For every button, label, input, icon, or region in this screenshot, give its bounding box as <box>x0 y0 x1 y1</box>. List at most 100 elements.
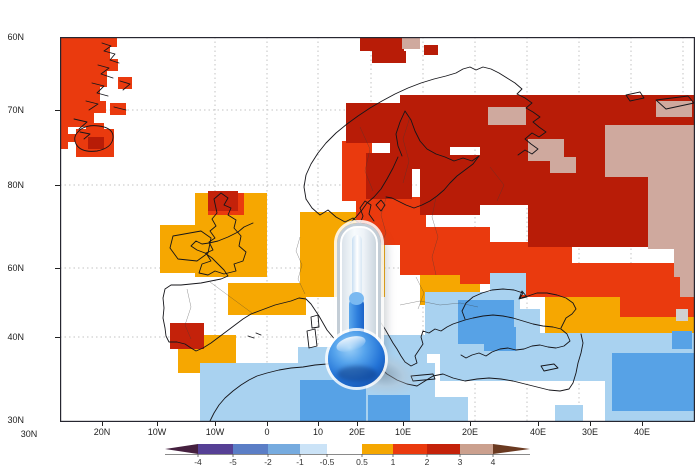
border-path <box>431 196 439 276</box>
colorbar-tick-label: -5 <box>229 457 237 467</box>
anomaly-patch <box>228 283 306 315</box>
border-path <box>402 116 411 184</box>
colorbar-tick-label: -1 <box>296 457 304 467</box>
x-axis-tick <box>642 422 643 426</box>
y-axis-tick <box>55 337 60 338</box>
border-path <box>359 126 374 192</box>
colorbar-segment <box>393 444 427 454</box>
x-axis-tick <box>357 422 358 426</box>
x-axis-tick <box>102 422 103 426</box>
coastline-path <box>349 156 399 224</box>
x-axis-tick <box>403 422 404 426</box>
anomaly-patch <box>488 107 526 125</box>
x-axis-label: 10 <box>312 427 323 437</box>
x-axis-label: 30N <box>20 429 38 439</box>
anomaly-patch <box>430 397 468 422</box>
coastline-path <box>74 125 114 152</box>
anomaly-patch <box>424 45 438 55</box>
anomaly-patch <box>60 37 118 149</box>
colorbar-ticks <box>197 454 494 457</box>
anomaly-patch <box>118 77 132 89</box>
colorbar-segment <box>233 444 268 454</box>
anomaly-patch <box>110 103 126 115</box>
x-axis-label: 40E <box>633 427 650 437</box>
colorbar-tick-label: 3 <box>458 457 463 467</box>
anomaly-patch <box>605 125 695 177</box>
anomaly-patch <box>402 37 420 49</box>
colorbar-tick-label: -4 <box>194 457 202 467</box>
anomaly-patch <box>86 123 104 131</box>
anomaly-patch <box>680 273 695 297</box>
colorbar-legend: -4 -5 -2 -1 -0.5 0.5 1 2 3 4 <box>165 444 530 467</box>
anomaly-patch <box>648 175 695 249</box>
x-axis-tick <box>215 422 216 426</box>
y-axis-label: 60N <box>7 32 24 42</box>
border-path <box>489 166 505 202</box>
coastline-path <box>73 42 131 140</box>
x-axis-tick <box>538 422 539 426</box>
x-axis-tick <box>590 422 591 426</box>
y-axis-label: 30N <box>7 415 24 425</box>
y-axis-label: 80N <box>7 180 24 190</box>
x-axis-label: 30E <box>581 427 598 437</box>
coastline-path <box>303 66 547 200</box>
colorbar-segment <box>460 444 493 454</box>
coastline-path <box>461 288 577 329</box>
anomaly-patch <box>550 157 576 173</box>
colorbar-segment <box>300 444 327 454</box>
border-path <box>399 300 479 308</box>
coastline-path <box>359 199 386 225</box>
colorbar-segment <box>427 444 460 454</box>
map-svg <box>60 37 695 422</box>
x-axis-label: 0 <box>264 427 270 437</box>
coastline-path <box>385 155 480 209</box>
x-axis-label: 20N <box>93 427 111 437</box>
colorbar-left-arrow <box>165 444 198 454</box>
thermometer-fill-cap <box>349 292 364 305</box>
x-axis-label: 10W <box>205 427 225 437</box>
colorbar-tick-label: -0.5 <box>320 457 335 467</box>
colorbar-tick-label: 1 <box>391 457 396 467</box>
y-axis-tick <box>55 268 60 269</box>
colorbar-tick-label: 2 <box>425 457 430 467</box>
anomaly-patch <box>420 155 480 215</box>
anomaly-patch <box>555 405 583 422</box>
x-axis-label: 20E <box>461 427 478 437</box>
anomaly-patch <box>490 273 526 295</box>
x-axis-tick <box>267 422 268 426</box>
x-axis-label: 20E <box>348 427 365 437</box>
coastline-path <box>305 198 370 229</box>
y-axis-tick <box>55 185 60 186</box>
y-axis-label: 40N <box>7 332 24 342</box>
anomaly-patch <box>484 327 516 351</box>
coastline-path <box>169 230 212 262</box>
coastline-path <box>395 110 480 162</box>
coastline-path <box>198 192 247 276</box>
border-path <box>209 281 253 314</box>
y-axis-tick <box>55 110 60 111</box>
anomaly-patch <box>612 353 695 411</box>
anomaly-patch <box>672 331 692 349</box>
anomaly-patch <box>676 309 688 321</box>
thermometer-bulb-shade <box>337 366 377 382</box>
border-path <box>184 288 192 340</box>
anomaly-patch <box>528 139 564 161</box>
anomaly-patch <box>160 225 214 273</box>
colorbar-tick-label: 0.5 <box>356 457 368 467</box>
x-axis-tick <box>470 422 471 426</box>
x-axis-tick <box>318 422 319 426</box>
x-axis-tick <box>157 422 158 426</box>
colorbar-segment <box>268 444 300 454</box>
map-border <box>60 37 695 422</box>
colorbar-segment <box>198 444 233 454</box>
anomaly-patch <box>368 395 410 422</box>
border-path <box>295 236 306 295</box>
colorbar-tick-label: 4 <box>491 457 496 467</box>
anomaly-patch <box>674 247 695 277</box>
anomaly-patch <box>360 37 404 51</box>
colorbar-tick-label: -2 <box>264 457 272 467</box>
y-axis-label: 70N <box>7 105 24 115</box>
europe-anomaly-map <box>60 37 695 422</box>
anomaly-patch <box>88 137 104 149</box>
